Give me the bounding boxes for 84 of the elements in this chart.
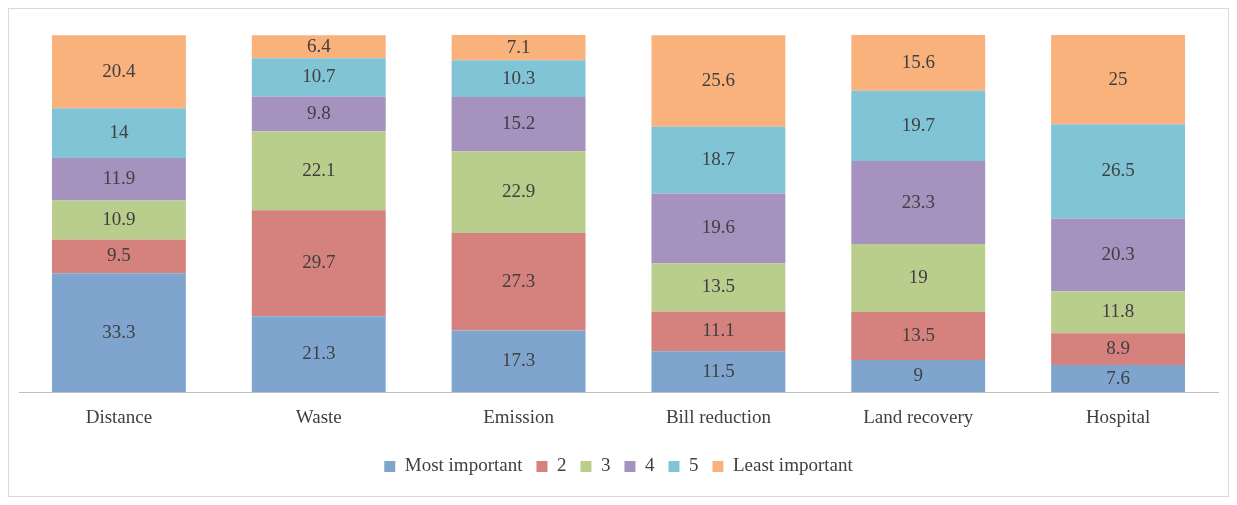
data-label: 7.1 [506, 35, 531, 57]
data-label: 10.9 [102, 208, 136, 230]
bar [51, 200, 186, 240]
legend-label: 2 [556, 454, 567, 476]
data-label: 23.3 [901, 190, 935, 212]
data-label: 21.3 [302, 342, 336, 364]
data-label: 17.3 [501, 349, 536, 371]
data-label: 29.7 [302, 251, 336, 273]
data-label: 19.7 [901, 113, 935, 135]
bar [1051, 218, 1186, 292]
x-tick-label: Bill reduction [665, 405, 772, 427]
bar [851, 244, 986, 312]
bar [251, 35, 386, 59]
bar [251, 316, 386, 393]
data-label: 9.8 [306, 101, 331, 123]
bar [651, 35, 786, 127]
data-label: 9.5 [107, 244, 131, 266]
data-label: 9 [913, 364, 923, 386]
data-label: 13.5 [901, 323, 935, 345]
bar [1051, 333, 1186, 366]
bar [451, 151, 586, 234]
bar [251, 58, 386, 97]
data-label: 20.4 [102, 59, 137, 81]
bar [251, 96, 386, 132]
bar [651, 193, 786, 264]
data-label: 33.3 [102, 320, 136, 342]
bar [851, 35, 986, 91]
x-tick-label: Emission [483, 405, 555, 427]
bar [251, 131, 386, 211]
bar [651, 126, 786, 194]
x-tick-label: Land recovery [863, 405, 974, 427]
bar [1051, 35, 1186, 125]
data-label: 14 [109, 121, 129, 143]
bar [851, 311, 986, 361]
data-label: 19 [908, 265, 928, 287]
data-label: 11.1 [702, 319, 735, 341]
legend-label: 4 [644, 454, 655, 476]
data-label: 15.6 [901, 50, 935, 72]
data-label: 8.9 [1106, 337, 1130, 359]
bar [1051, 124, 1186, 219]
bar [251, 210, 386, 317]
data-label: 27.3 [501, 269, 536, 291]
bar [51, 108, 186, 159]
data-label: 11.5 [702, 359, 735, 381]
bar [651, 263, 786, 312]
data-label: 10.3 [501, 66, 536, 88]
x-tick-label: Hospital [1085, 405, 1151, 427]
bar [851, 360, 986, 393]
bar [851, 90, 986, 161]
data-label: 26.5 [1101, 159, 1135, 181]
bar [51, 239, 186, 274]
legend-label: 5 [688, 454, 699, 476]
data-label: 15.2 [501, 112, 536, 134]
x-tick-label: Waste [295, 405, 342, 427]
data-label: 18.7 [701, 148, 736, 170]
bar [451, 35, 586, 61]
legend-label: Most important [404, 454, 524, 476]
data-label: 11.8 [1101, 300, 1135, 322]
data-label: 22.1 [302, 158, 336, 180]
data-label: 25.6 [701, 69, 736, 91]
bar [51, 273, 186, 393]
data-label: 11.9 [102, 167, 136, 189]
bar [851, 160, 986, 245]
legend-label: 3 [600, 454, 611, 476]
bar [651, 311, 786, 352]
x-tick-label: Distance [85, 405, 153, 427]
bar [451, 60, 586, 98]
data-label: 25 [1108, 67, 1128, 89]
data-label: 13.5 [701, 275, 736, 297]
data-label: 20.3 [1101, 242, 1135, 264]
data-label: 7.6 [1106, 366, 1130, 388]
data-label: 10.7 [302, 65, 336, 87]
bar [451, 233, 586, 331]
data-label: 19.6 [701, 216, 736, 238]
bar [51, 158, 186, 201]
bar [451, 330, 586, 393]
bar [1051, 365, 1186, 393]
bar [451, 97, 586, 152]
data-label: 22.9 [501, 180, 536, 202]
bar [51, 35, 186, 109]
data-label: 6.4 [306, 34, 332, 56]
bar [651, 351, 786, 393]
legend-label: Least important [732, 454, 854, 476]
bar [1051, 291, 1186, 334]
